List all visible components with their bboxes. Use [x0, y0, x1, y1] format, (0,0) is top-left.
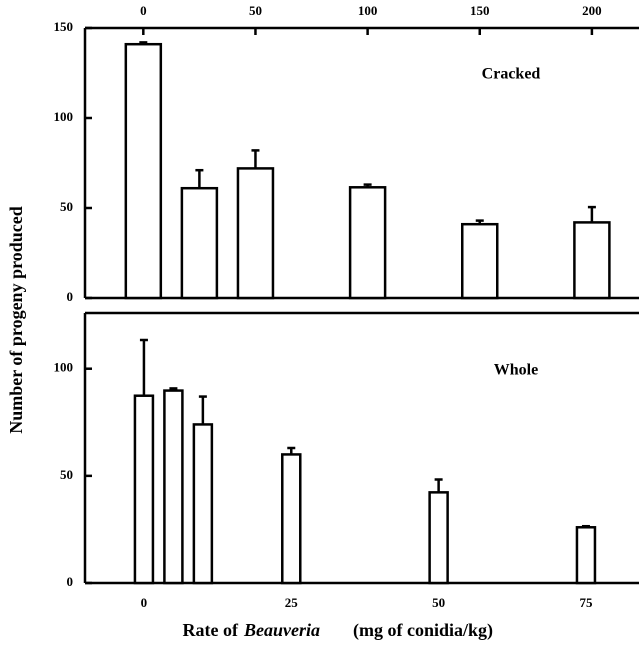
x-tick-label: 50: [432, 595, 445, 610]
bar: [133, 394, 155, 585]
y-tick-label: 150: [54, 19, 74, 34]
bar: [428, 491, 449, 585]
y-axis-title: Number of progeny produced: [6, 206, 26, 434]
x-axis-title: (mg of conidia/kg): [353, 620, 493, 641]
x-tick-label: 50: [249, 3, 262, 18]
annotation: Whole: [494, 362, 538, 379]
x-tick-label: 100: [358, 3, 378, 18]
x-tick-label: 0: [140, 3, 147, 18]
bar: [575, 526, 597, 585]
y-tick-label: 50: [60, 199, 73, 214]
bar: [180, 186, 219, 300]
y-tick-label: 0: [67, 289, 74, 304]
y-tick-label: 100: [54, 109, 74, 124]
bar: [236, 167, 275, 300]
bar: [348, 186, 387, 300]
x-tick-label: 25: [285, 595, 299, 610]
x-tick-label: 0: [141, 595, 148, 610]
y-tick-label: 50: [60, 467, 73, 482]
y-tick-label: 100: [54, 360, 74, 375]
x-tick-label: 75: [579, 595, 593, 610]
x-tick-label: 200: [582, 3, 602, 18]
y-tick-label: 0: [67, 574, 74, 589]
bar: [192, 423, 214, 585]
x-tick-label: 150: [470, 3, 490, 18]
x-axis-title: Rate of: [183, 620, 239, 640]
bar: [163, 389, 184, 585]
annotation: Cracked: [482, 66, 541, 83]
bar: [573, 221, 611, 300]
bar: [461, 222, 499, 300]
x-axis-title: Beauveria: [243, 620, 320, 640]
bar: [281, 453, 302, 585]
bar: [124, 42, 163, 300]
